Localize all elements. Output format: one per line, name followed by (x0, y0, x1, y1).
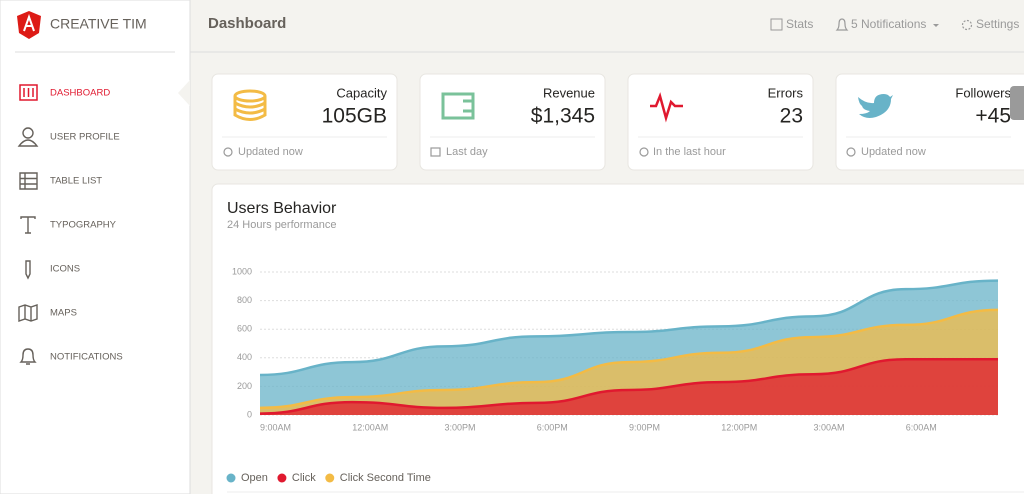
nav-icon (23, 88, 34, 97)
footer-icon (430, 147, 441, 157)
stat-cards: Capacity 105GB Updated now Revenue $1,34… (211, 73, 1024, 171)
y-tick-label: 800 (237, 295, 252, 305)
nav-icon (25, 260, 31, 280)
footer-icon (223, 147, 233, 157)
x-tick-label: 12:00PM (721, 422, 757, 432)
nav-item[interactable]: TABLE LIST (50, 176, 102, 187)
card (211, 73, 398, 171)
card-icon (233, 96, 267, 121)
nav-icon (17, 139, 39, 147)
nav-item[interactable]: DASHBOARD (50, 88, 110, 99)
chart-title: Users Behavior (227, 200, 337, 217)
card-icon (441, 92, 475, 120)
y-tick-label: 600 (237, 324, 252, 334)
card-footer: Updated now (861, 146, 926, 158)
legend-dot (226, 473, 236, 483)
card-title: Revenue (543, 85, 595, 100)
card-icon (650, 92, 683, 123)
footer-icon (639, 147, 649, 157)
card-icon (858, 94, 893, 118)
x-tick-label: 12:00AM (352, 422, 388, 432)
nav-item[interactable]: MAPS (50, 308, 77, 319)
y-tick-label: 0 (247, 409, 252, 419)
x-tick-label: 9:00AM (260, 422, 291, 432)
nav-item[interactable]: NOTIFICATIONS (50, 352, 123, 363)
nav: DASHBOARD USER PROFILE TABLE LIST TYPOGR… (17, 84, 123, 365)
card (419, 73, 606, 171)
bell-icon (835, 18, 849, 31)
logo-mark (23, 14, 35, 32)
line (259, 357, 998, 415)
card-value: 23 (780, 105, 803, 128)
area (260, 359, 998, 415)
active-arrow (178, 80, 190, 106)
settings-toggle[interactable] (1010, 86, 1024, 120)
caret (933, 24, 939, 27)
legend-dot (277, 473, 287, 483)
legend-label: Click (292, 472, 316, 484)
legend-label: Open (241, 472, 268, 484)
sidebar (0, 0, 191, 494)
line (259, 279, 999, 377)
legend-label: Click Second Time (340, 472, 431, 484)
card-footer: Updated now (238, 146, 303, 158)
chart-subtitle: 24 Hours performance (227, 219, 336, 231)
card-value: $1,345 (531, 105, 595, 128)
x-tick-label: 3:00AM (814, 422, 845, 432)
card-footer: Last day (446, 146, 488, 158)
x-tick-label: 3:00PM (445, 422, 476, 432)
chart: 0 200 400 600 800 1000 9:00AM 12:00AM 3:00PM 6:00… (226, 266, 999, 484)
stats-icon (770, 18, 783, 31)
gear-icon (961, 19, 973, 31)
brand: CREATIVE TIM (50, 16, 147, 32)
card-footer: In the last hour (653, 146, 726, 158)
card-title: Followers (955, 85, 1011, 100)
x-tick-label: 6:00PM (537, 422, 568, 432)
x-tick-label: 6:00AM (906, 422, 937, 432)
nav-item[interactable]: TYPOGRAPHY (50, 220, 117, 231)
card-value: 105GB (322, 105, 387, 128)
footer-icon (846, 147, 856, 157)
x-tick-label: 9:00PM (629, 422, 660, 432)
navbar-link[interactable]: 5 Notifications (851, 17, 926, 31)
card-value: +45 (975, 105, 1011, 128)
line (259, 308, 999, 410)
nav-item[interactable]: USER PROFILE (50, 132, 120, 143)
nav-icon (20, 216, 36, 234)
card-title: Capacity (336, 85, 387, 100)
nav-icon (19, 348, 37, 365)
legend-dot (325, 473, 335, 483)
card-title: Errors (768, 85, 804, 100)
card (627, 73, 814, 171)
nav-icon (19, 84, 38, 101)
nav-icon (19, 172, 38, 190)
navbar-title: Dashboard (208, 15, 286, 32)
y-tick-label: 1000 (232, 266, 252, 276)
nav-icon (18, 304, 38, 322)
navbar-link[interactable]: Settings (976, 17, 1019, 31)
y-tick-label: 200 (237, 381, 252, 391)
nav-icon (22, 127, 34, 139)
navbar-link[interactable]: Stats (786, 17, 813, 31)
nav-item[interactable]: ICONS (50, 264, 80, 275)
y-tick-label: 400 (237, 352, 252, 362)
